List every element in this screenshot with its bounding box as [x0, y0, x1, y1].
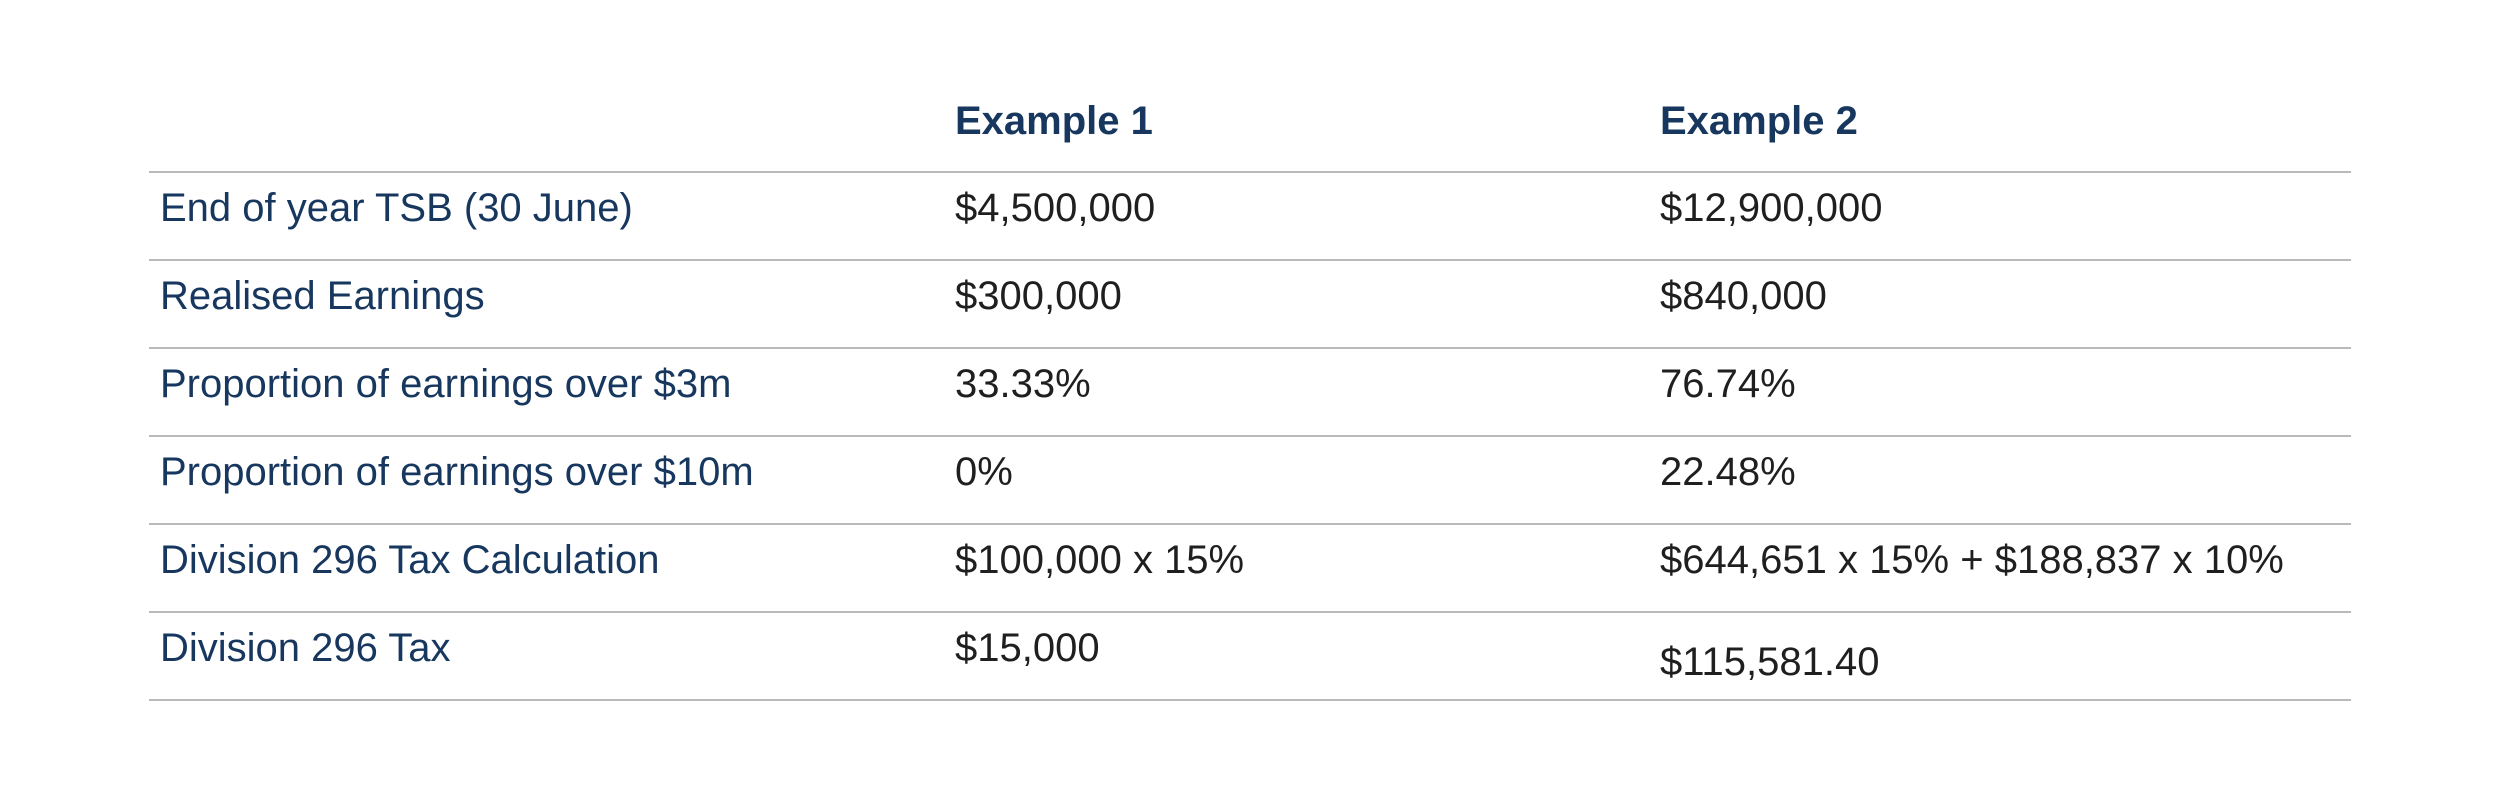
table-row-end-of-year-tsb: End of year TSB (30 June) $4,500,000 $12… — [149, 171, 2351, 259]
example2-value-cell: $644,651 x 15% + $188,837 x 10% — [1660, 538, 2284, 582]
row-label: Proportion of earnings over $3m — [160, 362, 732, 406]
row-label: Proportion of earnings over $10m — [160, 450, 754, 494]
table-row-division-296-tax-calculation: Division 296 Tax Calculation $100,000 x … — [149, 523, 2351, 611]
example2-value-cell: $840,000 — [1660, 274, 1827, 318]
row-label: Division 296 Tax Calculation — [160, 538, 660, 582]
example1-value-cell: $4,500,000 — [955, 186, 1156, 230]
example1-value-cell: 33.33% — [955, 362, 1091, 406]
example1-value-cell: $300,000 — [955, 274, 1122, 318]
column-header-example-1: Example 1 — [955, 99, 1153, 143]
row-label: Realised Earnings — [160, 274, 485, 318]
example2-value-cell: $115,581.40 — [1660, 640, 1880, 684]
example1-value-cell: $100,000 x 15% — [955, 538, 1245, 582]
row-label: Division 296 Tax — [160, 626, 451, 670]
table-row-realised-earnings: Realised Earnings $300,000 $840,000 — [149, 259, 2351, 347]
example1-value-cell: 0% — [955, 450, 1013, 494]
comparison-table: Example 1 Example 2 End of year TSB (30 … — [149, 0, 2351, 701]
example2-value-cell: $12,900,000 — [1660, 186, 1883, 230]
column-header-example-2: Example 2 — [1660, 99, 1858, 143]
example2-value-cell: 22.48% — [1660, 450, 1796, 494]
table-row-proportion-over-3m: Proportion of earnings over $3m 33.33% 7… — [149, 347, 2351, 435]
column-header-blank — [149, 143, 955, 171]
row-label: End of year TSB (30 June) — [160, 186, 633, 230]
table-row-proportion-over-10m: Proportion of earnings over $10m 0% 22.4… — [149, 435, 2351, 523]
example2-value-cell: 76.74% — [1660, 362, 1796, 406]
table-row-division-296-tax: Division 296 Tax $15,000 $115,581.40 — [149, 611, 2351, 701]
example1-value-cell: $15,000 — [955, 626, 1100, 670]
table-header-row: Example 1 Example 2 — [149, 0, 2351, 171]
